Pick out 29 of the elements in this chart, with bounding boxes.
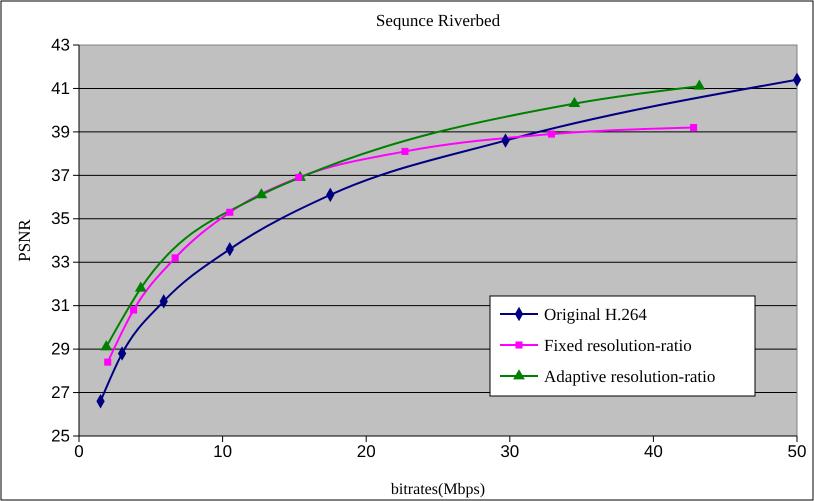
- legend-label: Fixed resolution-ratio: [544, 336, 692, 355]
- y-tick-label: 43: [51, 35, 70, 54]
- y-tick-label: 27: [51, 382, 70, 402]
- y-tick-label: 29: [51, 340, 70, 359]
- y-tick-label: 33: [51, 252, 70, 272]
- point: [548, 130, 555, 138]
- point: [226, 208, 234, 216]
- x-tick-label: 20: [356, 442, 376, 462]
- y-tick-label: 37: [51, 166, 70, 185]
- y-axis-title: PSNR: [15, 218, 34, 262]
- point: [401, 148, 409, 155]
- x-tick-label: 40: [644, 442, 663, 462]
- x-tick-label: 50: [788, 442, 806, 462]
- legend-label: Original H.264: [544, 305, 648, 324]
- legend-label: Adaptive resolution-ratio: [544, 367, 716, 386]
- y-tick-label: 35: [51, 209, 70, 228]
- y-tick-label: 25: [51, 426, 70, 446]
- point: [690, 124, 698, 132]
- point: [130, 306, 138, 314]
- x-tick-label: 30: [500, 442, 520, 462]
- x-axis-title: bitrates(Mbps): [390, 481, 486, 498]
- point: [172, 254, 179, 262]
- y-tick-label: 41: [51, 78, 70, 98]
- y-tick-label: 39: [51, 122, 70, 142]
- chart-title: Sequnce Riverbed: [376, 11, 501, 30]
- y-tick-label: 31: [51, 296, 70, 316]
- point: [104, 358, 112, 366]
- x-tick-label: 0: [74, 442, 84, 462]
- x-tick-label: 10: [213, 442, 232, 462]
